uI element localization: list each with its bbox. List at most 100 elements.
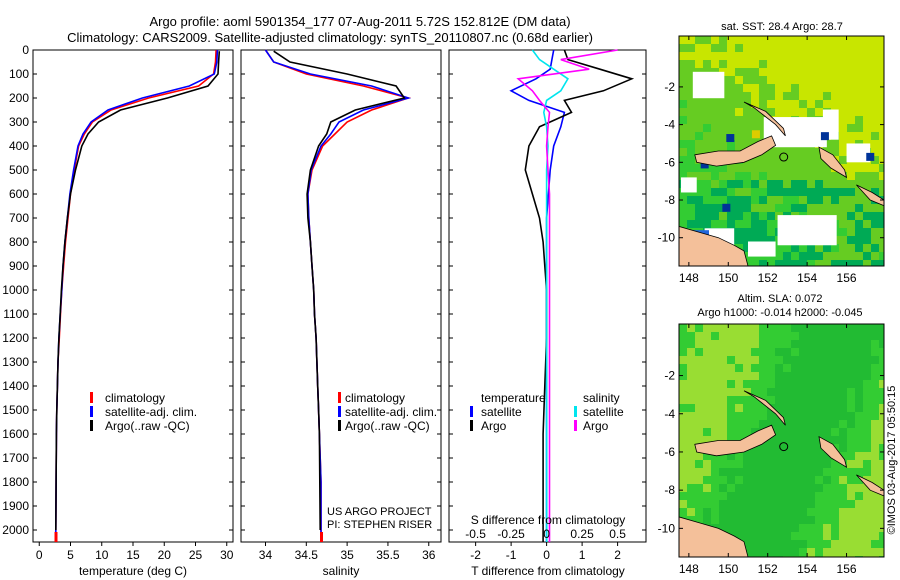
map-cell: [703, 380, 711, 388]
legend-swatch-temp-satellite: [470, 406, 473, 417]
map-cell: [799, 156, 807, 164]
map-cell: [791, 60, 799, 68]
map-cell: [799, 164, 807, 172]
map-cell: [847, 228, 855, 236]
map-cell: [863, 540, 871, 548]
map-cell: [847, 84, 855, 92]
map-cell: [743, 92, 751, 100]
map-cell: [831, 68, 839, 76]
map-cell: [783, 412, 791, 420]
float-location-marker: [779, 442, 789, 452]
map-cell: [839, 84, 847, 92]
map-cell: [807, 36, 815, 44]
map-cell: [807, 196, 815, 204]
map-cell: [807, 84, 815, 92]
map-cell: [847, 172, 855, 180]
map-cell: [839, 132, 847, 140]
map-cell: [791, 516, 799, 524]
x-tick-label: 25: [189, 548, 203, 562]
map-cell: [783, 468, 791, 476]
map-cell: [799, 452, 807, 460]
difference-legend: temperature salinity satellite satellite…: [470, 391, 624, 433]
x-tick-label: -1: [506, 548, 517, 562]
map-cell: [799, 100, 807, 108]
map-cell: [879, 380, 884, 388]
map-cell: [703, 412, 711, 420]
map-cell: [775, 428, 783, 436]
map-cell: [679, 468, 687, 476]
legend-label-climatology: climatology: [105, 391, 165, 405]
series-salinity-satellite: [531, 49, 569, 542]
map-cell: [711, 196, 719, 204]
map-cell: [799, 180, 807, 188]
map-cell: [791, 68, 799, 76]
map-cell: [799, 444, 807, 452]
map-cell: [783, 404, 791, 412]
map-cell: [823, 76, 831, 84]
map-cell: [751, 236, 759, 244]
map-cell: [751, 508, 759, 516]
map-cell: [871, 244, 879, 252]
map-cell: [879, 108, 884, 116]
map-cell: [863, 428, 871, 436]
map-cell: [759, 404, 767, 412]
map-cell: [791, 172, 799, 180]
map-cell: [839, 260, 847, 266]
map-cell: [879, 148, 884, 156]
map-cell: [719, 164, 727, 172]
map-cell: [839, 380, 847, 388]
map-cell: [719, 476, 727, 484]
map-cell: [767, 100, 775, 108]
map-cell: [775, 100, 783, 108]
map-cell: [839, 220, 847, 228]
map-cell: [863, 108, 871, 116]
map-cell: [679, 108, 687, 116]
map-cell: [711, 356, 719, 364]
map-cell: [775, 348, 783, 356]
map-cell: [711, 468, 719, 476]
map-cell: [711, 324, 719, 332]
map-cell: [679, 484, 687, 492]
map-cell: [703, 404, 711, 412]
map-cell: [863, 76, 871, 84]
map-cell: [847, 132, 855, 140]
map-cell: [687, 140, 695, 148]
map-cell: [759, 60, 767, 68]
map-cell: [815, 260, 823, 266]
map-cell: [879, 180, 884, 188]
map-cell: [871, 356, 879, 364]
map-cell: [879, 68, 884, 76]
map-cell: [839, 60, 847, 68]
map-cell: [879, 404, 884, 412]
map-cell: [759, 508, 767, 516]
map-cell: [807, 524, 815, 532]
map-cell: [847, 188, 855, 196]
map-cell: [711, 332, 719, 340]
map-cell: [775, 444, 783, 452]
map-cell: [871, 60, 879, 68]
map-cell: [719, 324, 727, 332]
depth-tick-label: 1000: [2, 283, 29, 297]
map-cell: [767, 180, 775, 188]
series-satellite: [264, 49, 412, 542]
map-cell: [783, 172, 791, 180]
map-cell: [855, 484, 863, 492]
map-cell: [743, 108, 751, 116]
map-cell: [831, 52, 839, 60]
map-cell: [815, 252, 823, 260]
map-cell: [847, 548, 855, 556]
map-cell: [871, 348, 879, 356]
map-cell: [775, 44, 783, 52]
map-cell: [727, 396, 735, 404]
map-cell: [807, 60, 815, 68]
map-cell: [703, 324, 711, 332]
map-cell: [743, 188, 751, 196]
map-cell: [807, 68, 815, 76]
legend-swatch-argo: [338, 420, 341, 431]
map-cell: [711, 108, 719, 116]
map-cell: [679, 116, 687, 124]
map-cell: [783, 260, 791, 266]
map-cell: [839, 68, 847, 76]
depth-tick-label: 100: [9, 67, 29, 81]
map-cell: [791, 180, 799, 188]
